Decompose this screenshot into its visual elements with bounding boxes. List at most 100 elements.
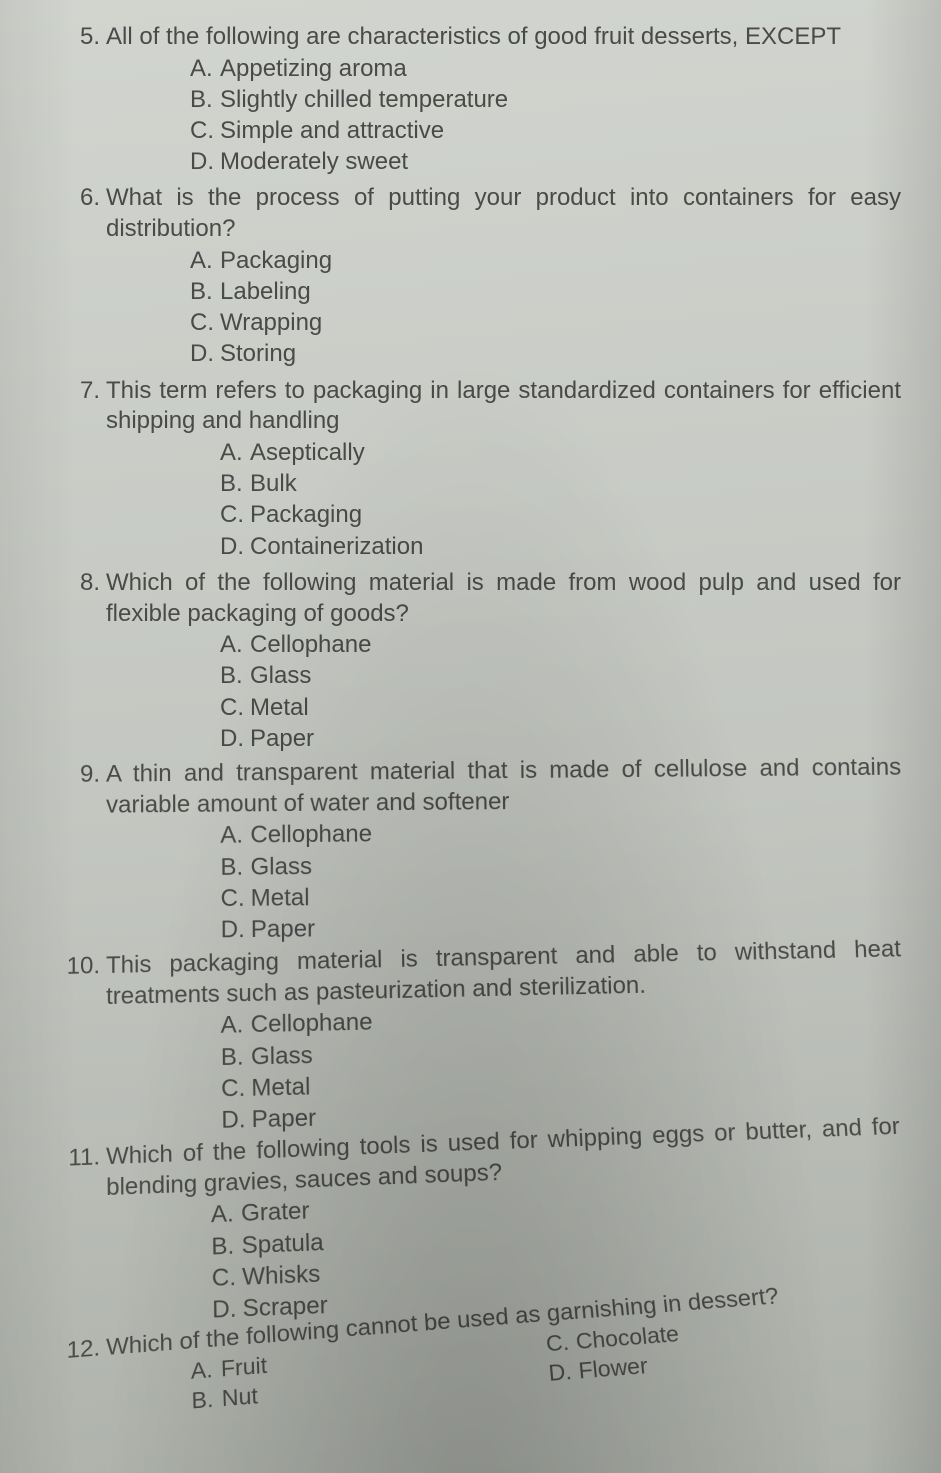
- option-b: B.Glass: [220, 660, 901, 691]
- question-number: 6.: [60, 183, 106, 214]
- option-text: Grater: [241, 1196, 310, 1230]
- option-text: Labeling: [220, 276, 311, 307]
- option-letter: D.: [212, 1293, 243, 1326]
- option-b: B.Slightly chilled temperature: [190, 84, 901, 115]
- option-a: A.Packaging: [190, 245, 901, 276]
- option-text: Glass: [250, 660, 311, 691]
- option-letter: B.: [220, 851, 250, 883]
- option-text: Appetizing aroma: [220, 53, 407, 84]
- option-letter: B.: [211, 1230, 242, 1263]
- question-number: 11.: [60, 1143, 106, 1175]
- option-letter: A.: [190, 53, 220, 84]
- question-stem: 8. Which of the following material is ma…: [60, 568, 901, 629]
- option-c: C.Metal: [220, 692, 901, 723]
- question-stem: 5. All of the following are characterist…: [60, 22, 901, 53]
- option-b: B.Bulk: [220, 468, 901, 499]
- question-stem: 9. A thin and transparent material that …: [60, 753, 902, 822]
- option-text: Metal: [251, 1071, 310, 1104]
- option-d: D.Moderately sweet: [190, 146, 901, 177]
- option-letter: C.: [220, 692, 250, 723]
- option-letter: C.: [190, 307, 220, 338]
- option-text: Packaging: [250, 499, 362, 530]
- option-d: D.Storing: [190, 338, 901, 369]
- option-letter: A.: [220, 1010, 250, 1042]
- option-text: Bulk: [250, 468, 297, 499]
- option-text: Paper: [250, 723, 314, 754]
- option-text: Metal: [251, 882, 310, 914]
- option-text: Moderately sweet: [220, 146, 408, 177]
- question-text: What is the process of putting your prod…: [106, 183, 901, 244]
- question-options: A.Cellophane B.Glass C.Metal D.Paper: [60, 814, 905, 947]
- option-letter: C.: [221, 1072, 251, 1104]
- option-letter: D.: [190, 146, 220, 177]
- option-text: Containerization: [250, 531, 423, 562]
- question-9: 9. A thin and transparent material that …: [60, 753, 905, 947]
- option-text: Cellophane: [250, 819, 372, 851]
- option-text: Cellophane: [250, 629, 371, 660]
- option-letter: C.: [212, 1262, 243, 1295]
- option-c: C.Simple and attractive: [190, 115, 901, 146]
- question-number: 9.: [60, 760, 106, 791]
- option-letter: D.: [190, 338, 220, 369]
- option-letter: A.: [190, 1354, 221, 1386]
- option-letter: D.: [221, 1104, 252, 1136]
- question-number: 8.: [60, 568, 106, 599]
- question-5: 5. All of the following are characterist…: [60, 22, 901, 177]
- option-c: C.Wrapping: [190, 307, 901, 338]
- option-letter: B.: [221, 1041, 251, 1073]
- option-letter: B.: [220, 468, 250, 499]
- option-text: Nut: [221, 1381, 258, 1413]
- question-text: All of the following are characteristics…: [106, 22, 901, 53]
- option-text: Whisks: [242, 1259, 321, 1294]
- question-number: 10.: [60, 951, 106, 983]
- option-letter: A.: [190, 245, 220, 276]
- option-text: Paper: [251, 1103, 316, 1136]
- option-text: Storing: [220, 338, 296, 369]
- option-text: Simple and attractive: [220, 115, 444, 146]
- option-text: Fruit: [221, 1351, 268, 1384]
- option-a: A.Appetizing aroma: [190, 53, 901, 84]
- option-text: Wrapping: [220, 307, 322, 338]
- question-stem: 6. What is the process of putting your p…: [60, 183, 901, 244]
- option-letter: B.: [220, 660, 250, 691]
- option-letter: C.: [190, 115, 220, 146]
- question-stem: 7. This term refers to packaging in larg…: [60, 376, 901, 437]
- option-a: A.Cellophane: [220, 629, 901, 660]
- option-text: Spatula: [241, 1227, 324, 1262]
- option-d: D.Containerization: [220, 531, 901, 562]
- option-text: Metal: [250, 692, 309, 723]
- option-text: Glass: [251, 1040, 313, 1073]
- option-text: Flower: [577, 1351, 649, 1386]
- option-letter: A.: [211, 1199, 242, 1231]
- option-b: B.Labeling: [190, 276, 901, 307]
- question-text: This term refers to packaging in large s…: [106, 376, 901, 437]
- option-letter: D.: [547, 1356, 580, 1388]
- option-letter: D.: [221, 914, 251, 946]
- question-8: 8. Which of the following material is ma…: [60, 568, 901, 754]
- option-letter: A.: [220, 820, 250, 852]
- question-options: A.Aseptically B.Bulk C.Packaging D.Conta…: [60, 437, 901, 562]
- question-options: A.Packaging B.Labeling C.Wrapping D.Stor…: [60, 245, 901, 370]
- option-text: Slightly chilled temperature: [220, 84, 508, 115]
- question-6: 6. What is the process of putting your p…: [60, 183, 901, 369]
- question-number: 7.: [60, 376, 106, 407]
- option-d: D.Paper: [220, 723, 901, 754]
- option-text: Cellophane: [251, 1007, 373, 1041]
- option-letter: C.: [545, 1327, 577, 1358]
- option-text: Glass: [250, 851, 312, 883]
- option-letter: C.: [220, 499, 250, 530]
- question-7: 7. This term refers to packaging in larg…: [60, 376, 901, 562]
- question-options: A.Cellophane B.Glass C.Metal D.Paper: [60, 629, 901, 754]
- option-text: Paper: [251, 913, 315, 945]
- option-letter: D.: [220, 531, 250, 562]
- option-a: A.Aseptically: [220, 437, 901, 468]
- option-letter: C.: [220, 882, 250, 914]
- exam-page: 5. All of the following are characterist…: [0, 0, 941, 1473]
- option-c: C.Packaging: [220, 499, 901, 530]
- option-letter: B.: [191, 1384, 222, 1416]
- option-text: Packaging: [220, 245, 332, 276]
- option-letter: D.: [220, 723, 250, 754]
- option-text: Aseptically: [250, 437, 365, 468]
- option-letter: B.: [190, 276, 220, 307]
- question-text: Which of the following material is made …: [106, 568, 901, 629]
